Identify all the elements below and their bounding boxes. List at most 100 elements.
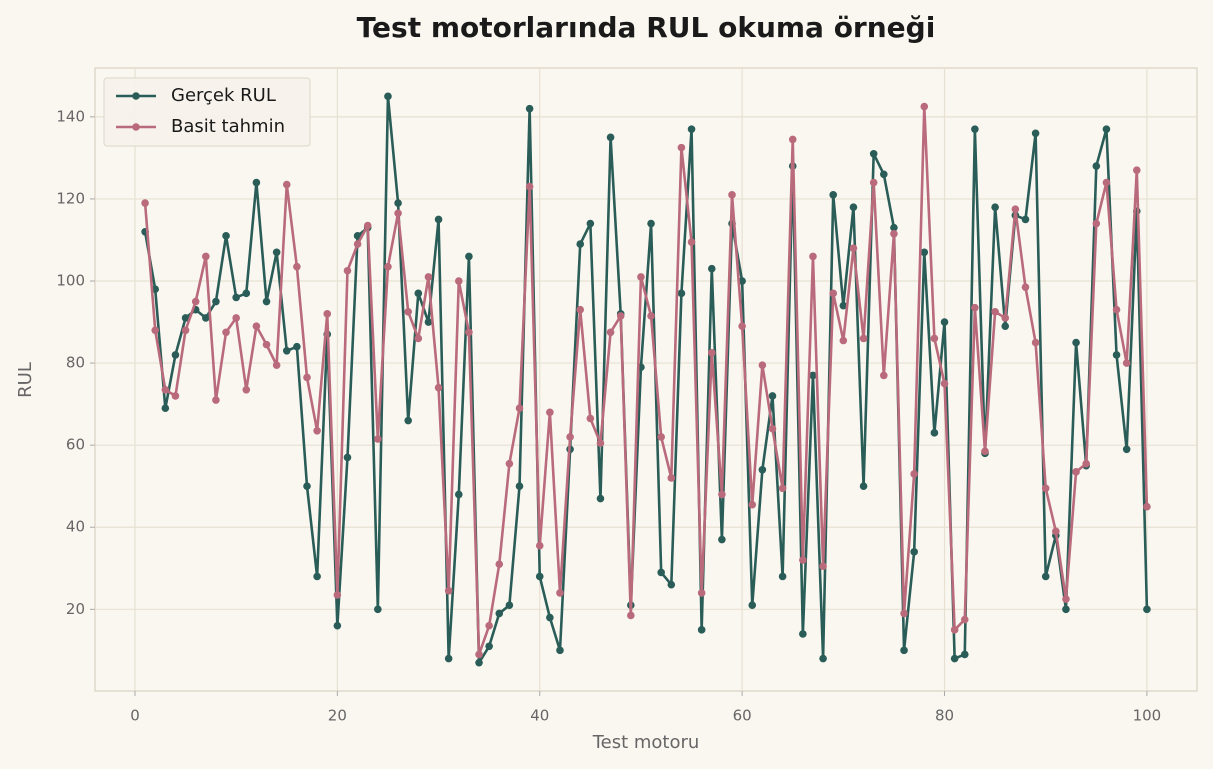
point [799, 630, 807, 638]
chart-title: Test motorlarında RUL okuma örneği [357, 11, 936, 44]
plot-area [94, 67, 1198, 692]
point [424, 273, 433, 281]
point [687, 125, 696, 133]
point [303, 373, 311, 382]
point [454, 277, 463, 285]
point [1092, 219, 1101, 228]
point [262, 340, 271, 349]
point [890, 230, 898, 238]
point [960, 615, 969, 624]
point [293, 342, 301, 351]
point [465, 328, 473, 337]
point [697, 589, 706, 597]
x-axis-label: Test motoru [592, 732, 700, 753]
point [495, 560, 504, 568]
y-tick-label: 40 [66, 518, 85, 536]
point [1132, 166, 1141, 174]
point [303, 482, 311, 491]
point [920, 102, 929, 111]
point [768, 424, 777, 433]
point [171, 392, 180, 400]
point [778, 572, 787, 581]
point [404, 416, 412, 425]
point [222, 328, 230, 337]
point [293, 262, 301, 271]
point [586, 219, 595, 228]
point [222, 232, 230, 240]
point [920, 248, 929, 257]
point [515, 404, 524, 413]
point [333, 591, 342, 599]
legend-marker [132, 123, 140, 131]
point [991, 203, 999, 211]
point [606, 133, 615, 142]
point [485, 642, 493, 651]
point [262, 297, 271, 306]
point [707, 264, 716, 273]
point [677, 143, 686, 152]
point [637, 273, 645, 281]
legend-label: Basit tahmin [171, 116, 285, 137]
x-tick-label: 40 [530, 707, 549, 725]
x-tick-label: 60 [733, 707, 752, 725]
point [242, 289, 251, 298]
point [758, 361, 767, 369]
point [525, 104, 534, 113]
point [1021, 215, 1030, 224]
point [535, 572, 544, 581]
point [849, 203, 858, 211]
point [950, 654, 959, 663]
point [333, 621, 342, 630]
point [586, 414, 595, 423]
point [869, 149, 878, 158]
point [252, 322, 261, 330]
point [1112, 305, 1121, 314]
point [849, 244, 858, 252]
point [1072, 468, 1080, 476]
point [171, 351, 180, 359]
point [1102, 125, 1111, 133]
point [485, 621, 493, 630]
point [313, 572, 321, 581]
point [434, 215, 443, 224]
series-line [143, 105, 1149, 656]
x-tick-label: 80 [935, 707, 954, 725]
point [819, 654, 827, 663]
point [667, 474, 676, 482]
point [718, 535, 726, 544]
point [384, 262, 392, 271]
y-tick-label: 60 [66, 436, 85, 454]
point [232, 314, 240, 322]
point [697, 626, 706, 634]
point [242, 385, 251, 394]
point [444, 654, 453, 663]
point [778, 484, 787, 493]
point [596, 494, 605, 503]
point [647, 219, 655, 228]
point [900, 609, 908, 618]
point [394, 199, 402, 207]
point [556, 589, 564, 597]
y-axis-label: RUL [15, 362, 36, 398]
point [707, 349, 716, 357]
point [677, 289, 686, 298]
point [191, 297, 200, 306]
point [323, 310, 332, 318]
point [282, 180, 291, 189]
point [212, 297, 220, 306]
point [616, 312, 625, 320]
point [809, 371, 817, 380]
point [971, 303, 979, 312]
point [384, 92, 392, 101]
point [1112, 351, 1121, 359]
y-tick-label: 140 [56, 107, 85, 125]
point [829, 191, 838, 199]
point [738, 322, 746, 330]
point [505, 459, 514, 468]
point [880, 170, 888, 179]
point [161, 385, 170, 394]
point [1122, 359, 1131, 367]
point [414, 334, 423, 343]
point [444, 587, 453, 595]
